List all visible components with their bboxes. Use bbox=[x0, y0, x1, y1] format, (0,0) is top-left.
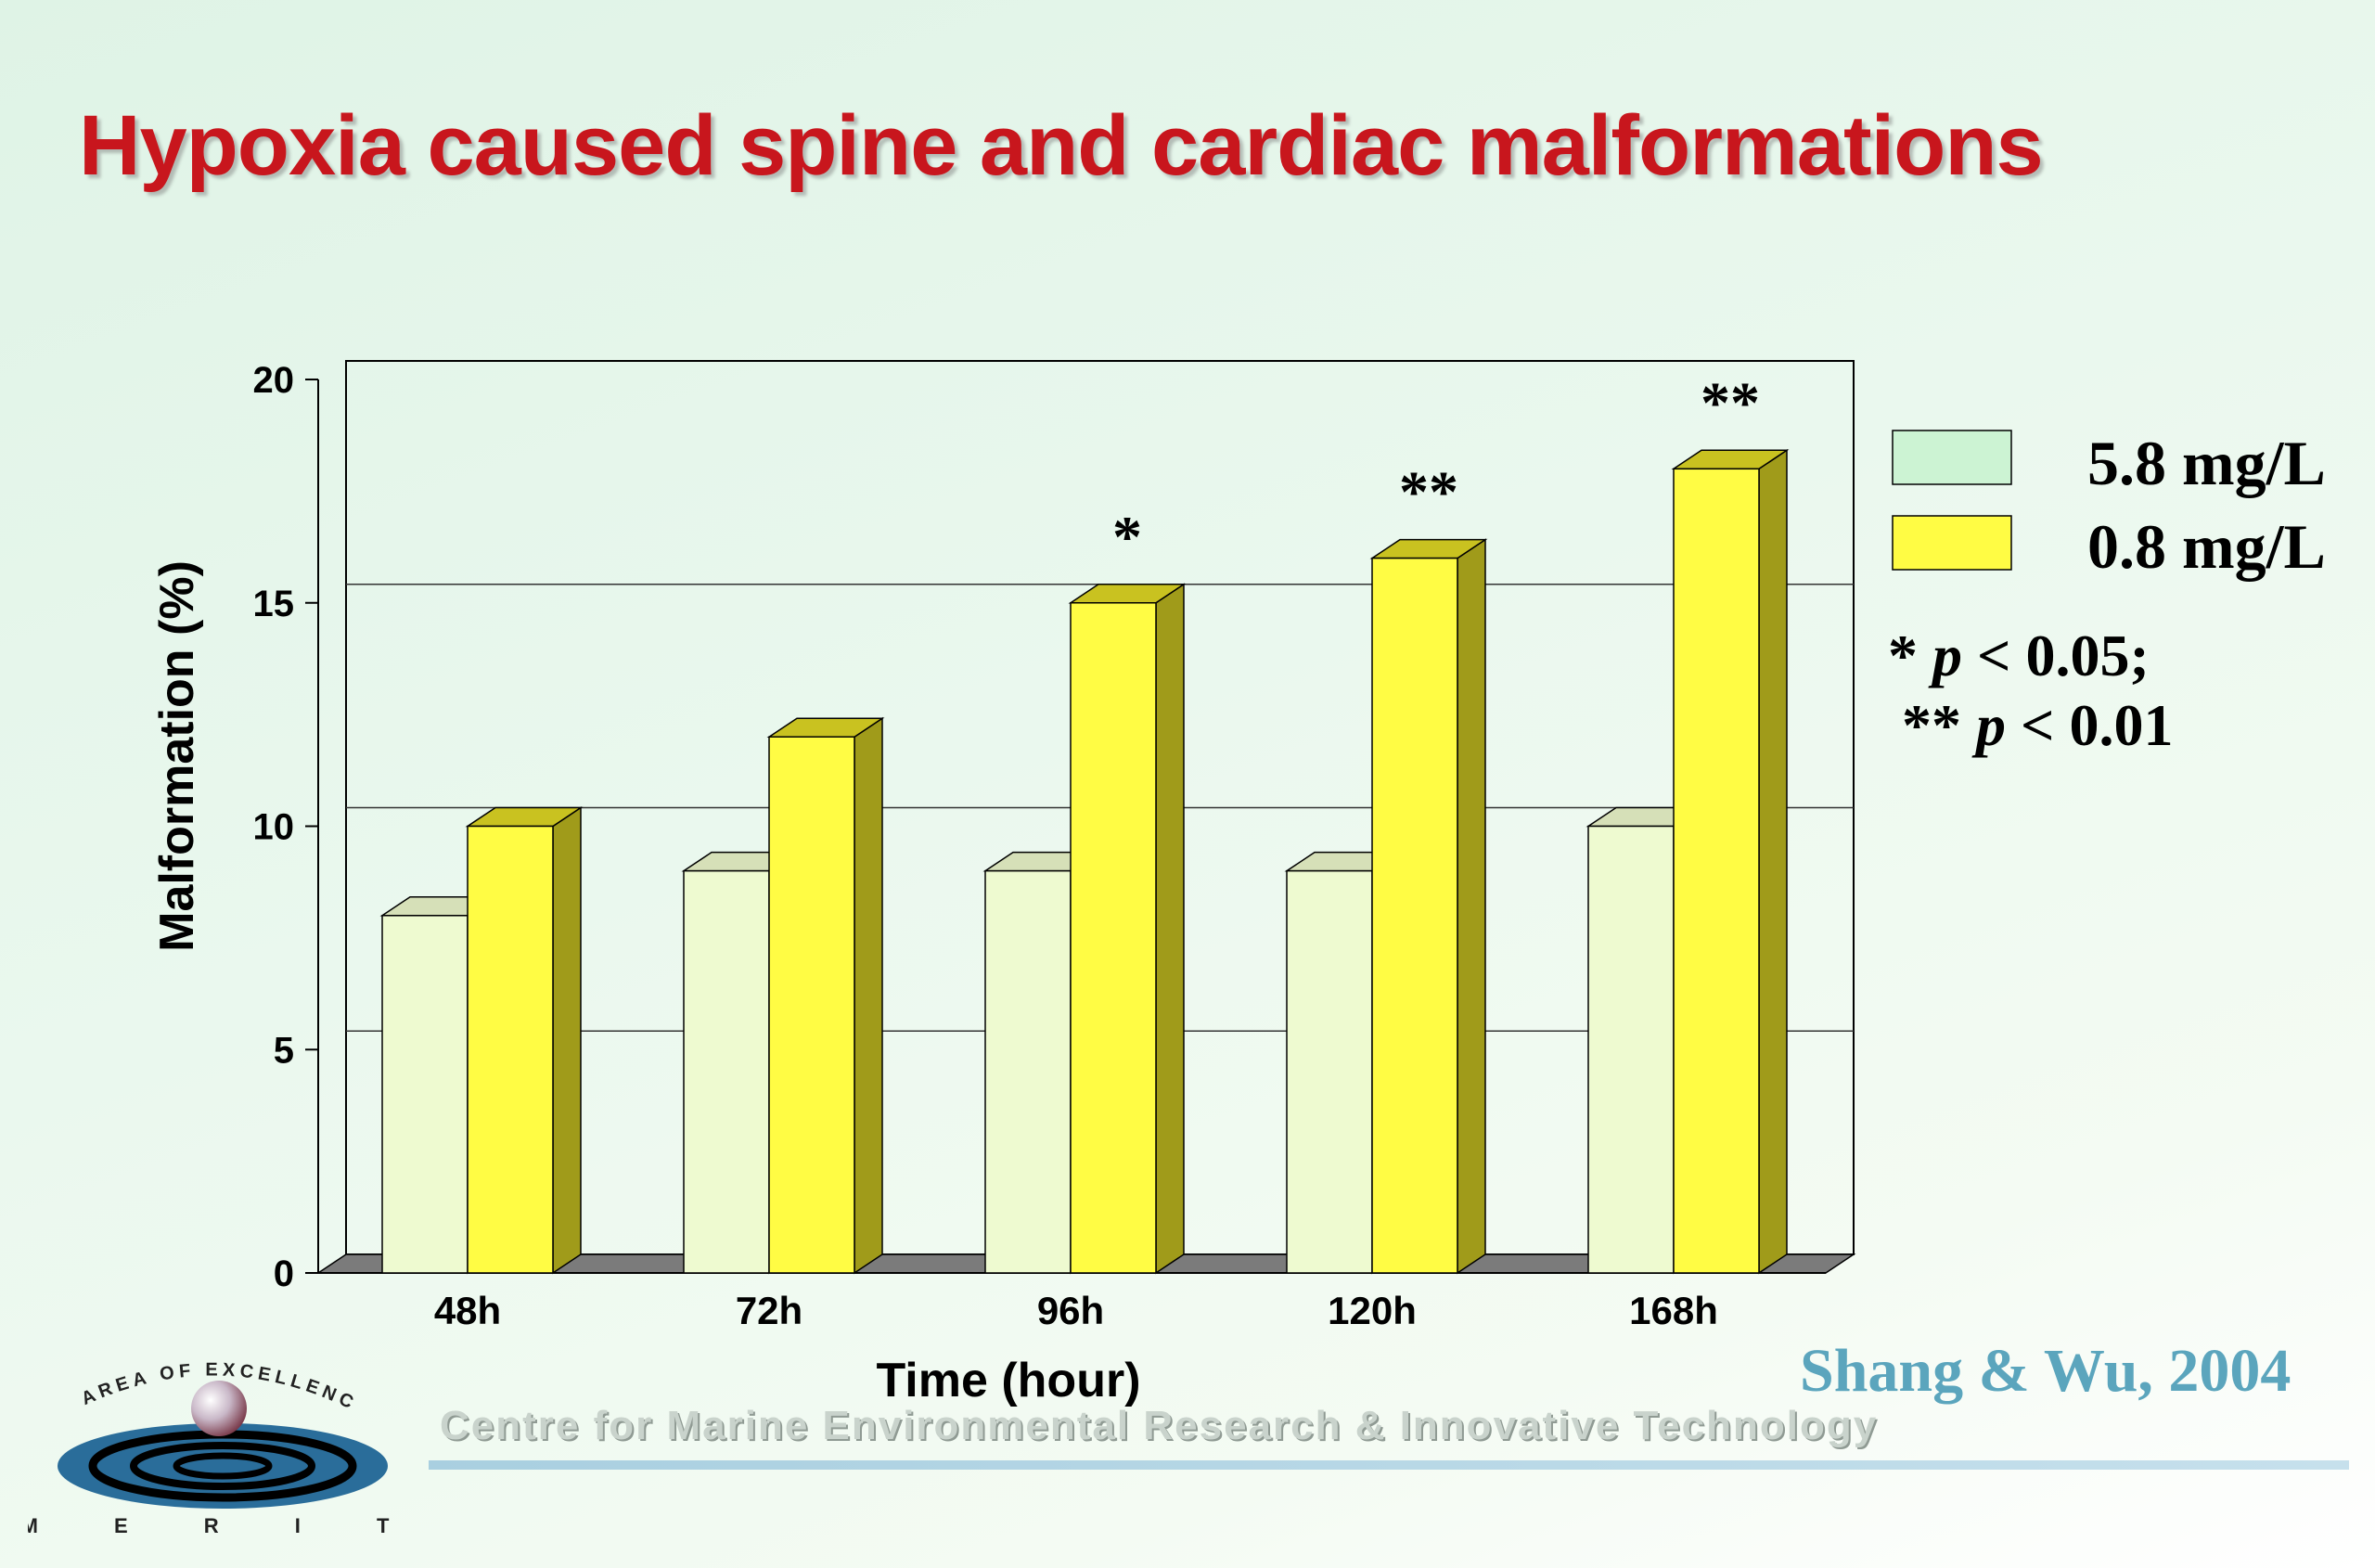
bar-side-s2-48h bbox=[552, 806, 582, 1275]
bar-s2-120h bbox=[1371, 557, 1458, 1274]
x-tick-label-72h: 72h bbox=[736, 1289, 802, 1332]
y-tick-label-1: 5 bbox=[274, 1030, 294, 1071]
bar-side-s2-96h bbox=[1155, 583, 1185, 1275]
significance-96h: * bbox=[1112, 504, 1142, 570]
x-tick-label-120h: 120h bbox=[1328, 1289, 1417, 1332]
chart-bars bbox=[379, 448, 1790, 1275]
significance-168h: ** bbox=[1701, 369, 1760, 435]
centre-underline bbox=[429, 1460, 2349, 1470]
centre-name: Centre for Marine Environmental Research… bbox=[440, 1403, 1879, 1448]
bar-side-s2-72h bbox=[854, 716, 883, 1275]
bar-side-s2-168h bbox=[1758, 448, 1788, 1275]
logo-ring-4 bbox=[173, 1452, 273, 1480]
slide-title: Hypoxia caused spine and cardiac malform… bbox=[79, 98, 2044, 193]
chart-labels: 0 5 10 15 20 48h 72h 96h * 120h ** 168h ** Time (hour… bbox=[150, 360, 2012, 1407]
y-tick-label-3: 15 bbox=[253, 584, 295, 624]
logo-ring-3 bbox=[130, 1442, 315, 1490]
p-value-note-005: * p < 0.05; bbox=[1888, 623, 2150, 688]
x-tick-label-96h: 96h bbox=[1037, 1289, 1104, 1332]
p-value-note-001: ** p < 0.01 bbox=[1902, 692, 2174, 758]
bar-s2-168h bbox=[1673, 468, 1760, 1274]
bar-s1-168h bbox=[1587, 825, 1675, 1274]
bar-s1-120h bbox=[1286, 869, 1373, 1274]
legend-label-series-1: 5.8 mg/L bbox=[2087, 428, 2326, 498]
y-axis-title: Malformation (%) bbox=[150, 560, 204, 952]
bar-side-s2-120h bbox=[1457, 538, 1486, 1275]
legend-swatch-series-1 bbox=[1892, 430, 2012, 485]
x-axis-title: Time (hour) bbox=[876, 1354, 1140, 1407]
bar-s2-48h bbox=[467, 825, 554, 1274]
significance-120h: ** bbox=[1399, 459, 1458, 525]
merit-logo: AREA OF EXCELLENCE M E R I T bbox=[28, 1336, 417, 1537]
y-tick-label-0: 0 bbox=[274, 1253, 294, 1294]
logo-letters: M E R I T bbox=[28, 1514, 417, 1537]
legend-swatch-series-2 bbox=[1892, 515, 2012, 571]
x-tick-label-48h: 48h bbox=[434, 1289, 501, 1332]
bar-s1-96h bbox=[984, 869, 1072, 1274]
bar-s2-96h bbox=[1070, 602, 1157, 1274]
y-tick-label-4: 20 bbox=[253, 360, 295, 401]
legend-label-series-2: 0.8 mg/L bbox=[2087, 511, 2326, 582]
y-tick-label-2: 10 bbox=[253, 807, 295, 848]
logo-globe bbox=[191, 1381, 247, 1436]
citation: Shang & Wu, 2004 bbox=[1800, 1337, 2292, 1405]
bar-s1-72h bbox=[683, 869, 770, 1274]
x-tick-label-168h: 168h bbox=[1629, 1289, 1718, 1332]
bar-s2-72h bbox=[768, 736, 855, 1274]
bar-s1-48h bbox=[381, 915, 469, 1274]
